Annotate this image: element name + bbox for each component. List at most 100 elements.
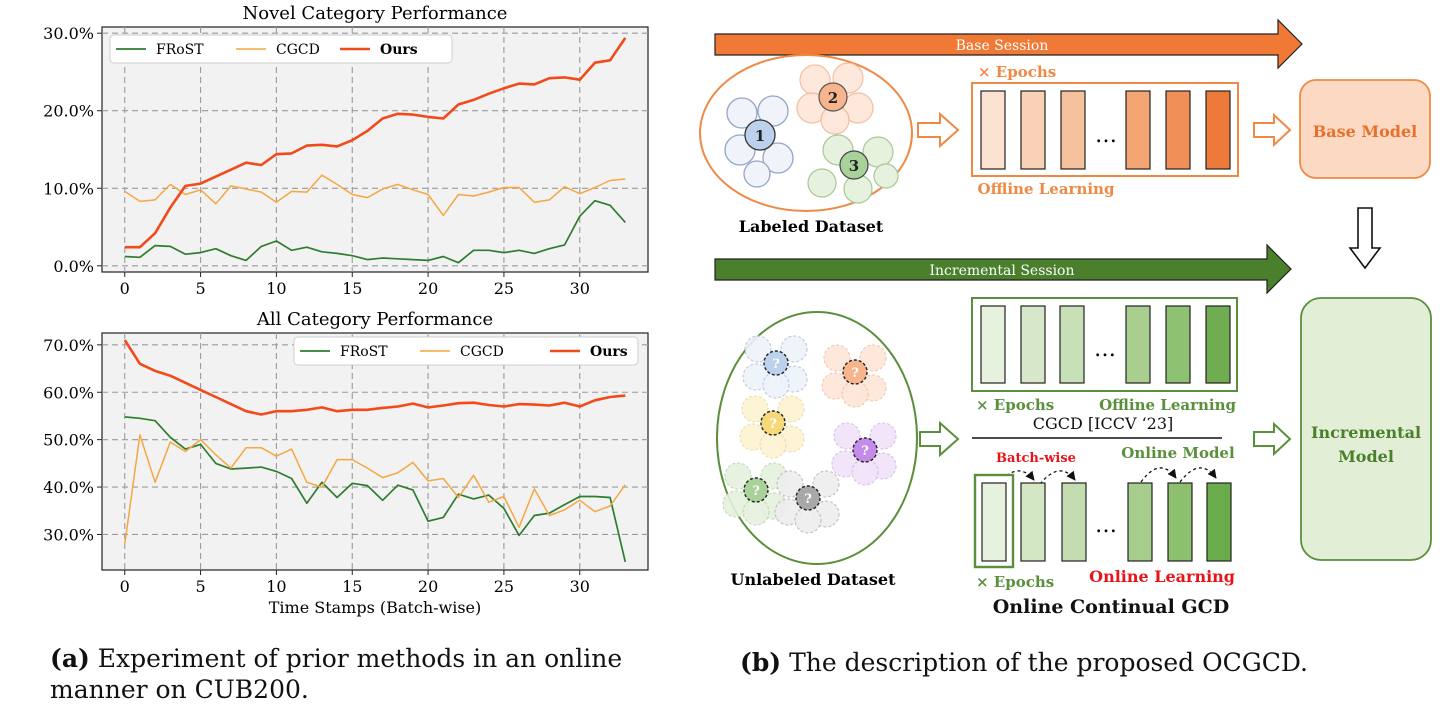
unknown-clusters: ?????? — [722, 335, 897, 534]
unknown-cluster-core — [743, 477, 769, 503]
batch-arrow-2 — [1039, 470, 1076, 485]
base-layer-2 — [1020, 90, 1046, 170]
x-tick-label: 10 — [266, 577, 286, 596]
caption-b: (b) The description of the proposed OCGC… — [740, 647, 1430, 678]
y-tick-label: 20.0% — [43, 102, 94, 121]
x-tick-label: 15 — [342, 279, 362, 298]
unknown-mark: ? — [772, 357, 780, 372]
arrow-base-to-incremental — [1348, 207, 1382, 270]
online-arrow-1 — [1140, 467, 1177, 483]
base-model-box: Base Model — [1299, 79, 1431, 179]
unknown-cluster-core — [795, 485, 821, 511]
unknown-sample — [823, 344, 851, 372]
legend-label-ours: Ours — [380, 42, 418, 58]
ocgcd-diagram: Base Session 1 2 — [699, 18, 1432, 618]
online-layer-3 — [1061, 482, 1087, 562]
x-tick-label: 20 — [418, 577, 438, 596]
caption-a-text: Experiment of prior methods in an online… — [50, 644, 623, 704]
cgcd-layer-1 — [980, 305, 1006, 384]
unknown-mark: ? — [752, 484, 760, 499]
legend-label-frost: FRoST — [340, 344, 388, 360]
labeled-dataset: 1 2 3 — [699, 54, 913, 212]
unknown-sample — [759, 431, 787, 459]
labeled-dataset-label: Labeled Dataset — [739, 217, 884, 236]
cgcd-layer-6 — [1205, 305, 1231, 384]
y-tick-label: 40.0% — [43, 478, 94, 497]
x-tick-label: 0 — [120, 577, 130, 596]
cgcd-layer-3 — [1059, 305, 1085, 384]
online-continual-gcd-label: Online Continual GCD — [993, 596, 1230, 618]
legend-label-ours: Ours — [590, 344, 628, 360]
base-layer-3 — [1060, 90, 1086, 170]
legend-label-frost: FRoST — [156, 42, 204, 58]
caption-a-tag: (a) — [50, 644, 90, 673]
series-line-cgcd — [124, 174, 626, 217]
y-tick-label: 70.0% — [43, 336, 94, 355]
base-layer-5 — [1165, 90, 1191, 170]
arrow-to-offline — [917, 111, 960, 149]
base-session-label: Base Session — [956, 38, 1049, 54]
cluster-number-1: 1 — [755, 127, 765, 145]
online-arrow-2 — [1179, 467, 1217, 483]
caption-b-text: The description of the proposed OCGCD. — [781, 648, 1308, 677]
unlabeled-dataset: ?????? — [716, 311, 918, 565]
legend — [109, 34, 453, 64]
legend-label-cgcd: CGCD — [276, 42, 320, 58]
unknown-mark: ? — [804, 492, 812, 507]
y-tick-label: 60.0% — [43, 383, 94, 402]
x-tick-label: 25 — [494, 279, 514, 298]
x-tick-label: 0 — [120, 279, 130, 298]
chart-title: All Category Performance — [256, 309, 493, 330]
unknown-sample — [742, 498, 770, 526]
incremental-model-label-line2: Model — [1338, 447, 1394, 466]
cluster-3: 3 — [807, 134, 899, 204]
series-line-frost — [124, 199, 626, 264]
base-model-label: Base Model — [1313, 122, 1417, 141]
base-epochs-label: × Epochs — [978, 63, 1056, 81]
series-line-cgcd — [124, 434, 626, 545]
online-learning-label: Online Learning — [1089, 567, 1235, 586]
base-layer-6 — [1205, 90, 1231, 170]
unknown-sample — [762, 371, 790, 399]
online-epochs-label: × Epochs — [976, 573, 1054, 591]
unknown-mark: ? — [769, 417, 777, 432]
cgcd-offline-learning-label: Offline Learning — [1099, 396, 1236, 414]
online-layers-ellipsis: … — [1095, 513, 1117, 538]
base-layers-ellipsis: … — [1095, 123, 1117, 148]
x-tick-label: 10 — [266, 279, 286, 298]
y-tick-label: 30.0% — [43, 525, 94, 544]
x-tick-label: 30 — [570, 577, 590, 596]
plot-area — [101, 26, 649, 273]
unknown-sample — [851, 458, 879, 486]
chart-title: Novel Category Performance — [243, 3, 508, 24]
arrow-to-cgcd — [919, 420, 960, 458]
y-tick-label: 0.0% — [53, 257, 94, 276]
unknown-sample — [859, 344, 887, 372]
novel-category-chart: Novel Category Performance 0 5 10 15 20 25 30 0.… — [43, 3, 649, 298]
x-tick-label: 20 — [418, 279, 438, 298]
unknown-cluster-core — [842, 359, 868, 385]
y-tick-label: 30.0% — [43, 24, 94, 43]
unknown-sample — [841, 380, 869, 408]
cgcd-layers-ellipsis: … — [1094, 337, 1116, 362]
arrow-to-incremental-model — [1253, 421, 1292, 457]
unknown-mark: ? — [851, 366, 859, 381]
unknown-cluster-core — [760, 410, 786, 436]
online-layer-5 — [1167, 482, 1193, 562]
caption-b-tag: (b) — [740, 648, 782, 677]
incremental-session-label: Incremental Session — [929, 263, 1074, 279]
base-layer-1 — [980, 90, 1006, 170]
cgcd-layer-5 — [1165, 305, 1191, 384]
base-offline-learning-label: Offline Learning — [978, 180, 1115, 198]
unknown-sample — [869, 422, 897, 450]
incremental-session-arrow: Incremental Session — [714, 243, 1292, 295]
online-layer-6 — [1206, 482, 1232, 562]
cluster-number-2: 2 — [828, 89, 838, 107]
unknown-sample — [833, 422, 861, 450]
cgcd-layer-2 — [1020, 305, 1046, 384]
series-line-ours — [123, 339, 626, 416]
x-tick-label: 15 — [342, 577, 362, 596]
online-layer-4 — [1127, 482, 1153, 562]
cgcd-epochs-label: × Epochs — [976, 396, 1054, 414]
